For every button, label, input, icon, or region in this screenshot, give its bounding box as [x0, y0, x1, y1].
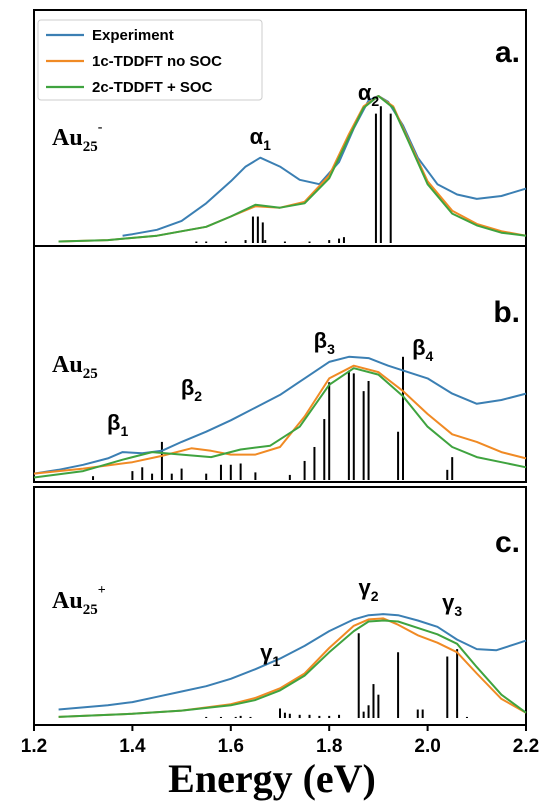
legend-label-1c-tddft: 1c-TDDFT no SOC [92, 53, 222, 70]
x-axis-label: Energy (eV) [168, 756, 376, 801]
peak-label-b3: β3 [314, 328, 335, 357]
panel-b: b. Au25 β1 β2 β3 β4 [34, 246, 526, 482]
peak-label-c2: γ2 [359, 575, 379, 604]
x-tick-label: 2.2 [513, 736, 539, 757]
species-label-b: Au25 [52, 352, 98, 382]
species-label-c: Au25+ [52, 583, 106, 618]
legend-label-experiment: Experiment [92, 27, 174, 44]
peak-label-b4: β4 [412, 335, 433, 364]
series-1c-tddft-a [59, 96, 526, 242]
panel-letter-a: a. [495, 36, 520, 69]
x-tick-label: 1.8 [316, 736, 342, 757]
panel-c: c. Au25+ γ1 γ2 γ3 [34, 487, 526, 725]
peak-label-a2: α2 [358, 80, 380, 109]
peak-label-b1: β1 [107, 410, 128, 439]
peak-label-a1: α1 [250, 124, 272, 153]
x-tick-label: 2.0 [414, 736, 440, 757]
panel-letter-c: c. [495, 526, 520, 559]
series-2c-tddft-a [59, 96, 526, 242]
legend-label-2c-tddft: 2c-TDDFT + SOC [92, 79, 213, 96]
x-tick-label: 1.2 [21, 736, 47, 757]
series-experiment-c [59, 614, 526, 709]
legend: Experiment 1c-TDDFT no SOC 2c-TDDFT + SO… [38, 20, 262, 100]
x-tick-label: 1.4 [119, 736, 146, 757]
species-label-a: Au25- [52, 120, 103, 155]
peak-label-c3: γ3 [442, 590, 462, 619]
peak-label-b2: β2 [181, 375, 202, 404]
x-axis: 1.2 1.4 1.6 1.8 2.0 2.2 [21, 725, 539, 757]
peak-label-c1: γ1 [260, 640, 280, 669]
series-experiment-a [123, 96, 526, 236]
x-tick-label: 1.6 [218, 736, 244, 757]
panel-letter-b: b. [493, 296, 520, 329]
